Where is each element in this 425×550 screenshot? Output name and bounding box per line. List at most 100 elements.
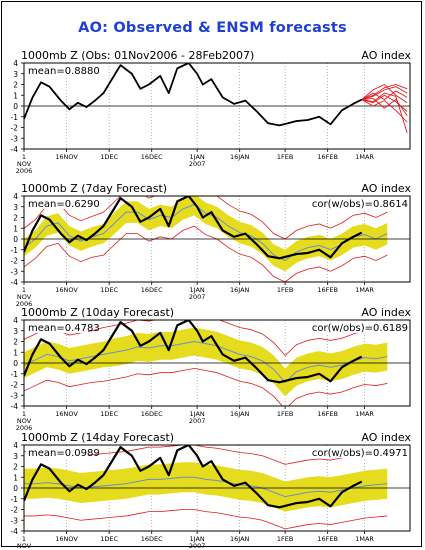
x-tick-label: 16JAN [230,410,250,418]
x-tick-label: 16FEB [317,410,338,418]
x-tick-label: 2006 [16,424,33,432]
x-tick-label: 16NOV [55,286,78,294]
y-tick-label: 1 [13,348,18,357]
upper-envelope-line [24,196,388,240]
x-tick-label: 1 [22,410,26,418]
x-tick-label: 1JAN [190,410,205,418]
y-tick-label: 1 [13,473,18,482]
x-tick-label: 16DEC [141,286,163,294]
panel-right-title: AO index [361,306,411,319]
x-tick-label: 1JAN [190,153,205,161]
x-tick-label: 1JAN [190,535,205,543]
y-tick-label: -4 [11,278,19,287]
stat-bg [26,447,88,458]
stat-bg [26,65,88,76]
panel-1: 1000mb Z (Obs: 01Nov2006 - 28Feb2007) AO … [11,49,412,175]
mean-stat: mean=0.0989 [28,448,100,459]
panel-title: 1000mb Z (7day Forecast) [21,182,167,195]
x-tick-label: 16FEB [317,286,338,294]
spread-band [24,462,388,512]
observed-line [24,445,363,509]
y-tick-label: 2 [13,463,18,472]
y-tick-label: -3 [11,516,19,525]
y-tick-label: 1 [13,224,18,233]
forecast-member-line [361,84,408,100]
y-tick-label: -1 [11,370,19,379]
y-tick-label: 3 [13,452,18,461]
lower-envelope-line [24,367,388,406]
x-tick-label: 16DEC [141,410,163,418]
x-tick-label: 1DEC [100,286,118,294]
x-tick-label: 1DEC [100,153,118,161]
x-tick-label: 16FEB [317,153,338,161]
y-tick-label: 2 [13,214,18,223]
y-tick-label: 4 [13,59,18,68]
x-tick-label: 1DEC [100,410,118,418]
x-tick-label: 2007 [189,542,206,550]
observed-line [24,320,363,384]
y-tick-label: -2 [11,381,19,390]
x-tick-label: 1MAR [355,410,374,418]
forecast-member-line [361,92,408,134]
y-tick-label: 3 [13,70,18,79]
lower-envelope-line [24,225,388,282]
corr-bg [306,322,408,333]
x-tick-label: NOV [17,417,32,425]
x-tick-label: 1MAR [355,535,374,543]
x-tick-label: 16JAN [230,153,250,161]
y-tick-label: 0 [13,102,18,111]
forecast-member-line [361,83,408,104]
y-tick-label: -3 [11,267,19,276]
x-tick-label: 16NOV [55,153,78,161]
y-tick-label: 0 [13,484,18,493]
y-tick-label: 4 [13,316,18,325]
y-tick-label: -3 [11,134,19,143]
x-tick-label: 16JAN [230,535,250,543]
y-tick-label: -2 [11,506,19,515]
x-tick-label: 1FEB [277,153,293,161]
panel-title: 1000mb Z (14day Forecast) [21,431,174,444]
x-tick-label: NOV [17,160,32,168]
x-tick-label: 1DEC [100,535,118,543]
x-tick-label: 1MAR [355,153,374,161]
stat-bg [26,198,88,209]
correlation-stat: cor(w/obs)=0.8614 [312,199,408,210]
panel-title: 1000mb Z (10day Forecast) [21,306,174,319]
x-tick-label: 1FEB [277,286,293,294]
panel-4: 1000mb Z (14day Forecast) AO index43210-1… [11,431,412,550]
x-tick-label: 2006 [16,300,33,308]
x-tick-label: 16DEC [141,535,163,543]
y-tick-label: -2 [11,124,19,133]
y-tick-label: 2 [13,338,18,347]
y-tick-label: 2 [13,81,18,90]
stat-bg [26,322,88,333]
y-tick-label: -1 [11,495,19,504]
y-tick-label: -2 [11,257,19,266]
forecast-member-line [361,98,408,116]
y-tick-label: -3 [11,391,19,400]
panel-title: 1000mb Z (Obs: 01Nov2006 - 28Feb2007) [21,49,254,62]
observed-line [24,63,363,127]
corr-bg [306,198,408,209]
ensemble-mean-line [24,340,388,384]
y-tick-label: 3 [13,327,18,336]
forecast-member-line [361,99,408,123]
y-tick-label: -4 [11,402,19,411]
x-tick-label: 1JAN [190,286,205,294]
x-tick-label: 16NOV [55,535,78,543]
x-tick-label: 2006 [16,167,33,175]
x-tick-label: 1 [22,286,26,294]
plot-contents [24,196,410,282]
y-tick-label: 3 [13,203,18,212]
panel-2: 1000mb Z (7day Forecast) AO index43210-1-… [11,182,412,308]
x-tick-label: 2007 [189,293,206,301]
y-tick-label: -1 [11,246,19,255]
mean-stat: mean=0.6290 [28,199,100,210]
y-tick-label: 4 [13,441,18,450]
y-tick-label: -4 [11,527,19,536]
lower-envelope-line [24,509,388,530]
y-tick-label: 1 [13,91,18,100]
forecast-member-line [361,90,408,101]
x-tick-label: 2007 [189,417,206,425]
